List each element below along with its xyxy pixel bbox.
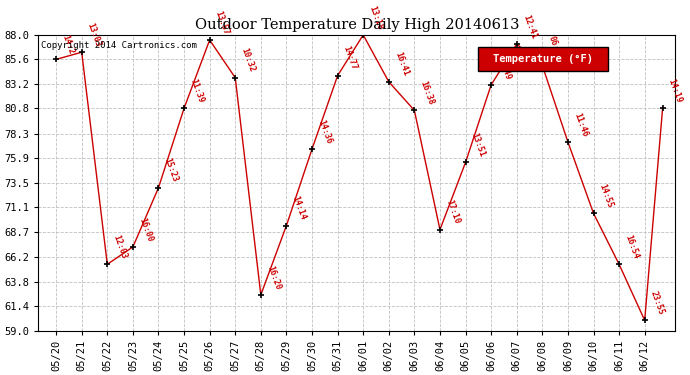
Text: 12:03: 12:03 [112,234,128,260]
Text: 16:20: 16:20 [265,264,282,291]
Text: 10:32: 10:32 [239,47,257,74]
Text: 11:46: 11:46 [572,111,589,138]
FancyBboxPatch shape [478,47,609,71]
Text: 14:2: 14:2 [60,33,76,55]
Text: Temperature (°F): Temperature (°F) [493,54,593,64]
Text: 16:38: 16:38 [419,80,435,106]
Text: 06:41: 06:41 [546,35,564,62]
Text: 11:49: 11:49 [495,54,512,81]
Text: Copyright 2014 Cartronics.com: Copyright 2014 Cartronics.com [41,41,197,50]
Text: 14:36: 14:36 [316,118,333,145]
Title: Outdoor Temperature Daily High 20140613: Outdoor Temperature Daily High 20140613 [195,18,519,32]
Text: 13:03: 13:03 [86,21,103,48]
Text: 13:18: 13:18 [367,4,384,31]
Text: 14:14: 14:14 [290,195,308,221]
Text: 16:54: 16:54 [623,234,640,260]
Text: 14:19: 14:19 [667,78,684,104]
Text: 15:23: 15:23 [163,157,179,184]
Text: 12:41: 12:41 [521,13,538,40]
Text: 14:55: 14:55 [598,183,615,209]
Text: 17:10: 17:10 [444,199,461,225]
Text: 13:51: 13:51 [470,132,486,158]
Text: 14:77: 14:77 [342,45,359,72]
Text: 13:57: 13:57 [214,9,231,36]
Text: 11:39: 11:39 [188,78,205,104]
Text: 16:41: 16:41 [393,51,410,78]
Text: 23:55: 23:55 [649,290,666,316]
Text: 16:00: 16:00 [137,216,154,243]
